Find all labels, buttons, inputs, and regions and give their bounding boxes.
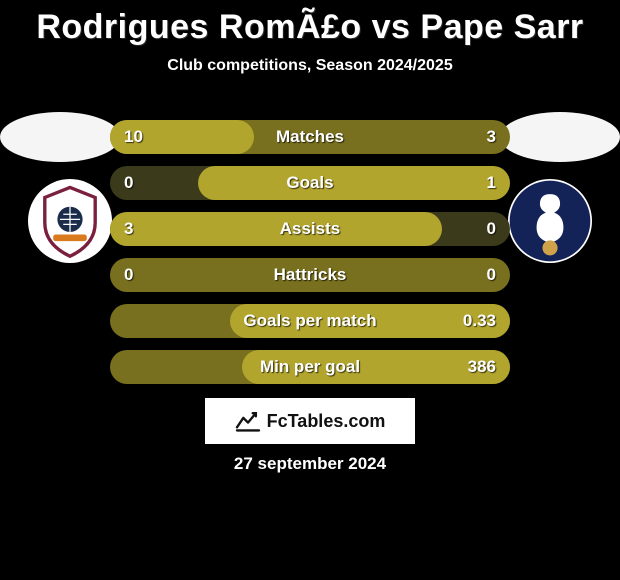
page-title: Rodrigues RomÃ£o vs Pape Sarr — [0, 0, 620, 47]
stat-label: Assists — [110, 212, 510, 246]
page-subtitle: Club competitions, Season 2024/2025 — [0, 57, 620, 75]
brand-text: FcTables.com — [267, 411, 386, 432]
player-portrait-right — [500, 112, 620, 162]
stat-row: 0.33Goals per match — [110, 304, 510, 338]
stat-label: Hattricks — [110, 258, 510, 292]
stat-row: 00Hattricks — [110, 258, 510, 292]
club-crest-right — [508, 179, 592, 263]
chart-icon — [235, 410, 261, 432]
player-portrait-left — [0, 112, 120, 162]
stat-label: Matches — [110, 120, 510, 154]
stat-row: 386Min per goal — [110, 350, 510, 384]
stat-label: Goals — [110, 166, 510, 200]
stat-label: Min per goal — [110, 350, 510, 384]
brand-badge: FcTables.com — [205, 398, 415, 444]
stat-bars: 103Matches 01Goals 30Assists 00Hattricks 0.3… — [110, 120, 510, 396]
stat-row: 103Matches — [110, 120, 510, 154]
stat-row: 30Assists — [110, 212, 510, 246]
stat-row: 01Goals — [110, 166, 510, 200]
stat-label: Goals per match — [110, 304, 510, 338]
date-text: 27 september 2024 — [0, 454, 620, 474]
club-crest-left — [28, 179, 112, 263]
shield-icon — [28, 179, 112, 263]
cockerel-icon — [508, 179, 592, 263]
